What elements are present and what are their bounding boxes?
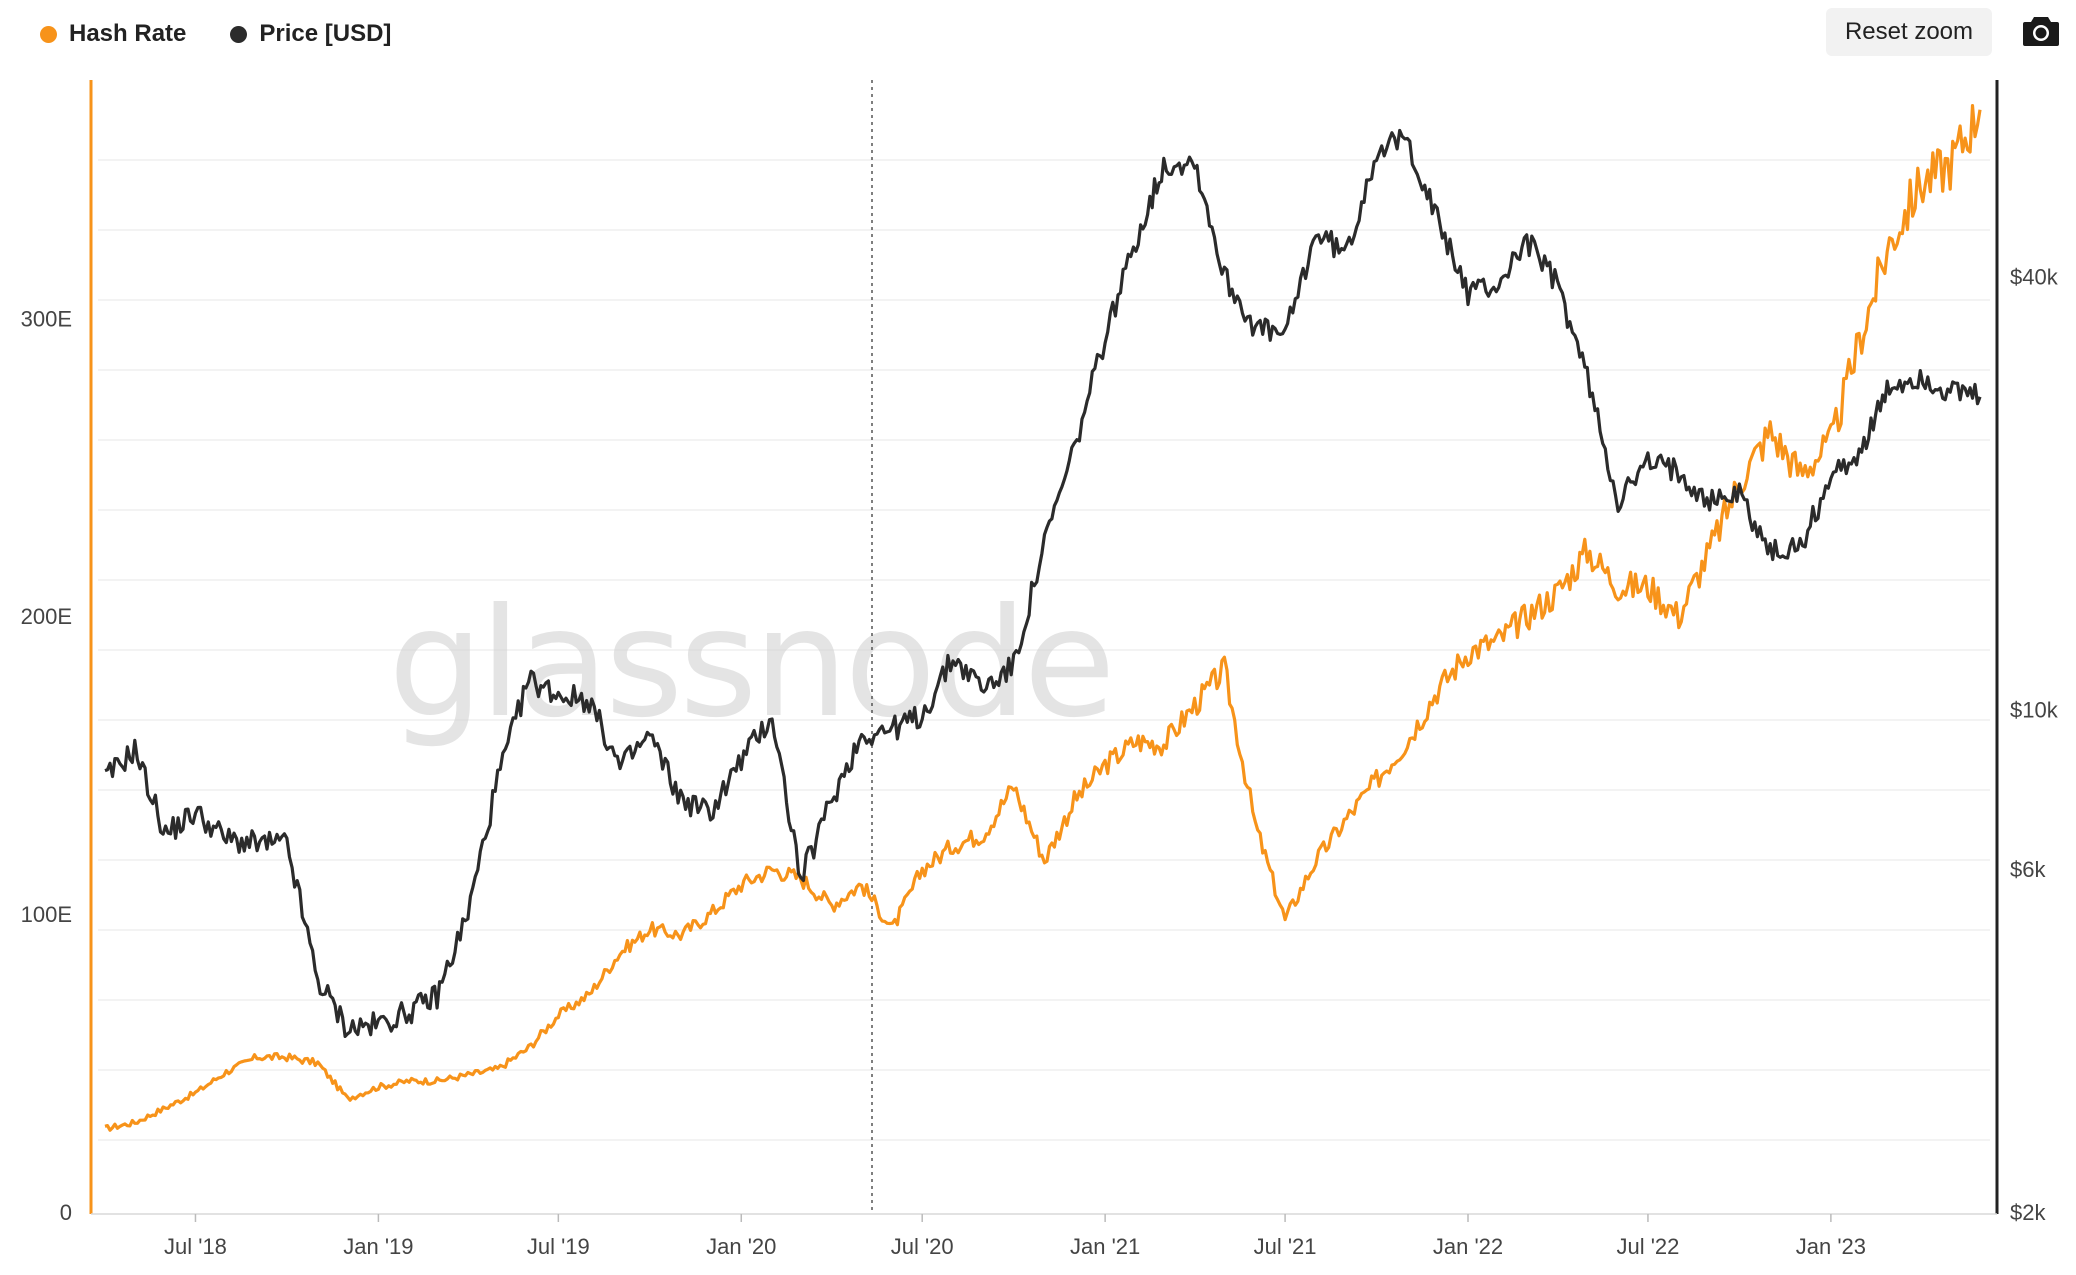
left-y-tick-label: 0 bbox=[60, 1200, 72, 1225]
right-y-axis-ticks: $2k $6k $10k $40k bbox=[2010, 264, 2059, 1225]
legend-label-price: Price [USD] bbox=[259, 20, 392, 47]
left-y-axis-ticks: 0 100E 200E 300E bbox=[21, 306, 72, 1225]
right-y-tick-label: $6k bbox=[2010, 857, 2046, 882]
x-tick-label: Jul '21 bbox=[1254, 1234, 1317, 1259]
x-tick-label: Jan '20 bbox=[706, 1234, 776, 1259]
watermark-text: glassnode bbox=[388, 577, 1111, 751]
legend-item-price[interactable]: Price [USD] bbox=[230, 20, 391, 48]
hash-rate-line bbox=[104, 104, 1982, 1132]
x-tick-label: Jul '22 bbox=[1616, 1234, 1679, 1259]
price-line bbox=[104, 128, 1982, 1038]
x-tick-label: Jan '23 bbox=[1796, 1234, 1866, 1259]
right-y-tick-label: $10k bbox=[2010, 697, 2059, 722]
left-y-tick-label: 200E bbox=[21, 604, 72, 629]
x-tick-label: Jan '21 bbox=[1070, 1234, 1140, 1259]
reset-zoom-button[interactable]: Reset zoom bbox=[1826, 8, 1992, 56]
left-y-tick-label: 300E bbox=[21, 306, 72, 331]
x-tick-label: Jan '22 bbox=[1433, 1234, 1503, 1259]
right-y-tick-label: $40k bbox=[2010, 264, 2059, 289]
series-layer bbox=[104, 104, 1982, 1132]
x-tick-label: Jul '18 bbox=[164, 1234, 227, 1259]
chart-legend: Hash Rate Price [USD] bbox=[40, 20, 391, 48]
x-tick-label: Jul '19 bbox=[527, 1234, 590, 1259]
legend-item-hash-rate[interactable]: Hash Rate bbox=[40, 20, 186, 48]
price-legend-dot bbox=[230, 25, 248, 43]
camera-icon[interactable] bbox=[2022, 14, 2060, 48]
x-tick-label: Jul '20 bbox=[891, 1234, 954, 1259]
left-y-tick-label: 100E bbox=[21, 902, 72, 927]
x-axis-ticks: Jul '18 Jan '19 Jul '19 Jan '20 Jul '20 Jan '… bbox=[164, 1214, 1866, 1259]
grid-lines bbox=[98, 159, 1990, 1141]
x-tick-label: Jan '19 bbox=[343, 1234, 413, 1259]
right-y-tick-label: $2k bbox=[2010, 1200, 2046, 1225]
hash-rate-legend-dot bbox=[40, 25, 57, 43]
legend-label-hash-rate: Hash Rate bbox=[69, 20, 187, 47]
